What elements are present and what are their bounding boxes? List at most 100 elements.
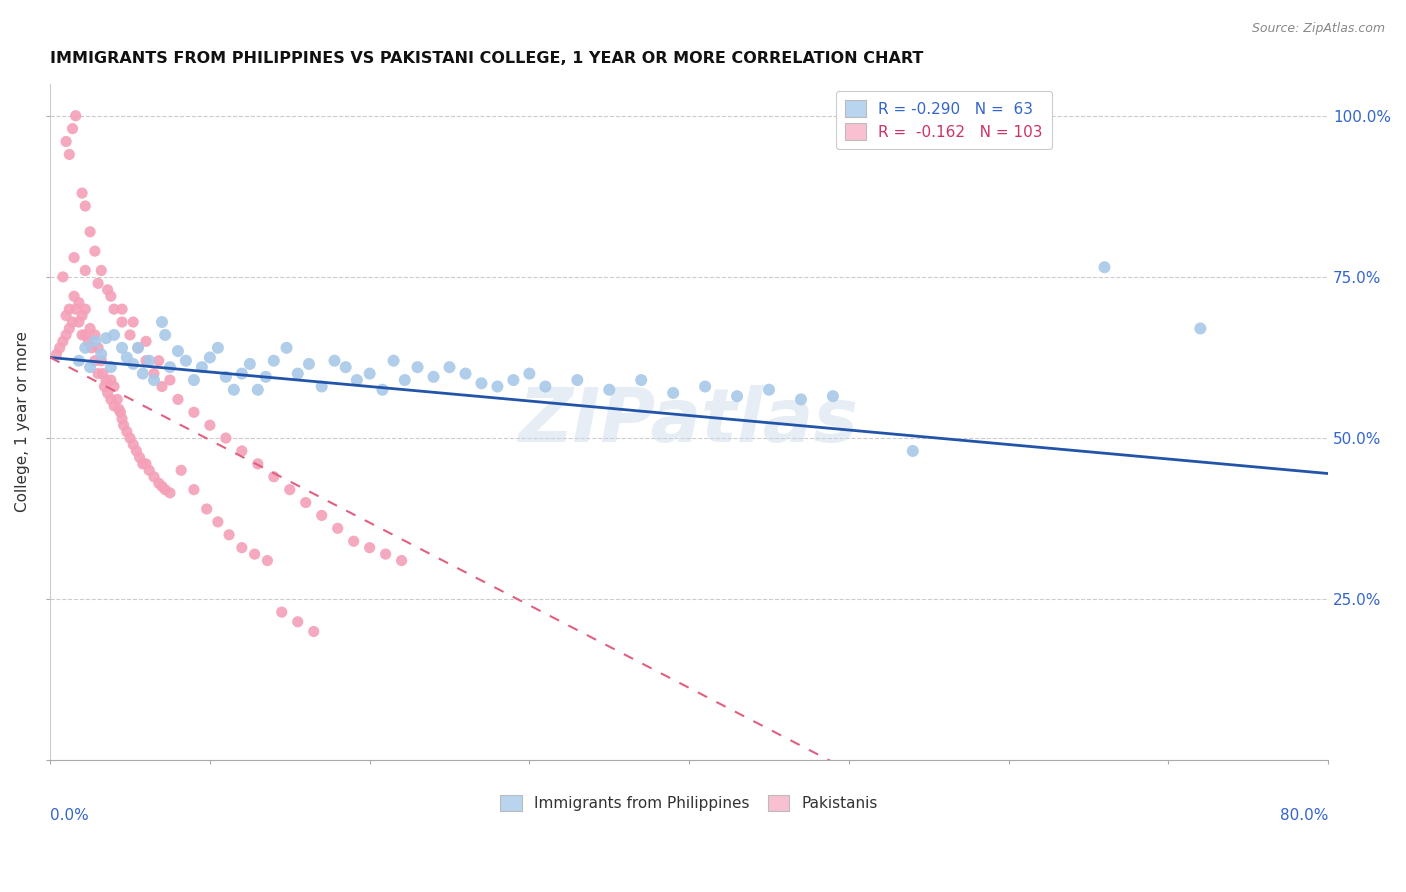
Point	[62, 315, 84, 329]
Point	[75, 327, 97, 342]
Point	[276, 341, 298, 355]
Point	[67, 353, 90, 368]
Point	[287, 615, 309, 629]
Point	[115, 425, 138, 439]
Point	[278, 483, 301, 497]
Point	[302, 624, 325, 639]
Point	[90, 353, 112, 368]
Point	[100, 289, 122, 303]
Point	[207, 341, 229, 355]
Point	[83, 334, 105, 349]
Point	[132, 367, 155, 381]
Point	[346, 373, 368, 387]
Point	[87, 341, 110, 355]
Point	[567, 373, 589, 387]
Point	[254, 369, 277, 384]
Point	[231, 367, 253, 381]
Point	[195, 502, 218, 516]
Point	[103, 327, 125, 342]
Point	[343, 534, 366, 549]
Point	[58, 147, 80, 161]
Point	[439, 360, 461, 375]
Point	[470, 376, 492, 391]
Point	[55, 327, 77, 342]
Point	[70, 309, 93, 323]
Point	[103, 399, 125, 413]
Point	[122, 315, 145, 329]
Point	[183, 483, 205, 497]
Point	[83, 353, 105, 368]
Point	[167, 392, 190, 407]
Point	[486, 379, 509, 393]
Point	[359, 541, 381, 555]
Point	[63, 251, 86, 265]
Point	[148, 353, 170, 368]
Point	[80, 341, 103, 355]
Point	[198, 351, 221, 365]
Point	[52, 269, 75, 284]
Point	[87, 277, 110, 291]
Point	[239, 357, 262, 371]
Point	[758, 383, 780, 397]
Point	[148, 476, 170, 491]
Point	[75, 341, 97, 355]
Point	[65, 109, 87, 123]
Point	[159, 486, 181, 500]
Point	[127, 341, 149, 355]
Text: 0.0%: 0.0%	[51, 808, 89, 822]
Point	[323, 353, 346, 368]
Point	[371, 383, 394, 397]
Point	[215, 369, 238, 384]
Point	[62, 121, 84, 136]
Point	[256, 553, 278, 567]
Point	[128, 450, 150, 465]
Point	[122, 357, 145, 371]
Point	[150, 379, 173, 393]
Point	[70, 186, 93, 200]
Point	[97, 283, 120, 297]
Point	[93, 379, 115, 393]
Text: IMMIGRANTS FROM PHILIPPINES VS PAKISTANI COLLEGE, 1 YEAR OR MORE CORRELATION CHA: IMMIGRANTS FROM PHILIPPINES VS PAKISTANI…	[51, 51, 924, 66]
Point	[231, 444, 253, 458]
Point	[191, 360, 214, 375]
Point	[183, 373, 205, 387]
Point	[454, 367, 477, 381]
Point	[118, 327, 141, 342]
Point	[150, 479, 173, 493]
Point	[143, 367, 166, 381]
Point	[97, 386, 120, 401]
Point	[90, 263, 112, 277]
Point	[246, 457, 269, 471]
Point	[263, 353, 285, 368]
Point	[153, 327, 176, 342]
Point	[90, 347, 112, 361]
Point	[75, 199, 97, 213]
Point	[406, 360, 429, 375]
Point	[901, 444, 924, 458]
Point	[91, 367, 114, 381]
Point	[63, 289, 86, 303]
Point	[311, 379, 333, 393]
Point	[135, 353, 157, 368]
Point	[79, 321, 101, 335]
Point	[94, 331, 117, 345]
Point	[502, 373, 524, 387]
Point	[153, 483, 176, 497]
Point	[79, 360, 101, 375]
Point	[598, 383, 620, 397]
Point	[112, 418, 135, 433]
Legend: Immigrants from Philippines, Pakistanis: Immigrants from Philippines, Pakistanis	[491, 786, 887, 821]
Point	[111, 315, 134, 329]
Text: Source: ZipAtlas.com: Source: ZipAtlas.com	[1251, 22, 1385, 36]
Point	[630, 373, 652, 387]
Point	[111, 411, 134, 425]
Point	[70, 327, 93, 342]
Point	[65, 302, 87, 317]
Point	[55, 135, 77, 149]
Point	[174, 353, 197, 368]
Point	[79, 225, 101, 239]
Y-axis label: College, 1 year or more: College, 1 year or more	[15, 332, 30, 513]
Point	[159, 373, 181, 387]
Point	[127, 341, 149, 355]
Point	[45, 347, 67, 361]
